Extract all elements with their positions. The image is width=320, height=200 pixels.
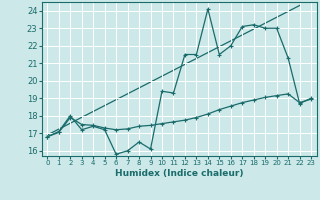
X-axis label: Humidex (Indice chaleur): Humidex (Indice chaleur) — [115, 169, 244, 178]
